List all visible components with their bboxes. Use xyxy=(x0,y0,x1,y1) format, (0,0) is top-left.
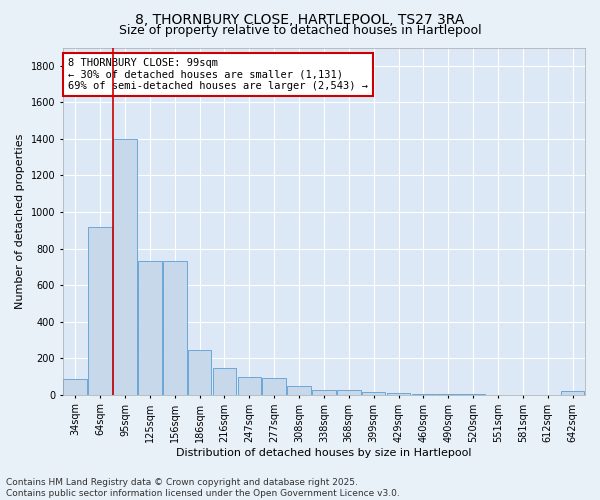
Bar xyxy=(287,386,311,395)
Bar xyxy=(461,394,485,395)
Text: Contains HM Land Registry data © Crown copyright and database right 2025.
Contai: Contains HM Land Registry data © Crown c… xyxy=(6,478,400,498)
Bar xyxy=(412,394,435,395)
Bar xyxy=(436,394,460,395)
Bar xyxy=(88,226,112,395)
Text: 8, THORNBURY CLOSE, HARTLEPOOL, TS27 3RA: 8, THORNBURY CLOSE, HARTLEPOOL, TS27 3RA xyxy=(136,12,464,26)
Bar xyxy=(362,392,385,395)
Text: 8 THORNBURY CLOSE: 99sqm
← 30% of detached houses are smaller (1,131)
69% of sem: 8 THORNBURY CLOSE: 99sqm ← 30% of detach… xyxy=(68,58,368,91)
Bar xyxy=(386,393,410,395)
Text: Size of property relative to detached houses in Hartlepool: Size of property relative to detached ho… xyxy=(119,24,481,37)
Bar xyxy=(64,380,87,395)
Bar xyxy=(238,378,261,395)
Bar xyxy=(262,378,286,395)
Y-axis label: Number of detached properties: Number of detached properties xyxy=(15,134,25,309)
Bar xyxy=(337,390,361,395)
Bar xyxy=(138,262,161,395)
Bar xyxy=(561,391,584,395)
Bar xyxy=(212,368,236,395)
Bar xyxy=(188,350,211,395)
Bar xyxy=(163,262,187,395)
Bar xyxy=(113,139,137,395)
Bar xyxy=(312,390,336,395)
X-axis label: Distribution of detached houses by size in Hartlepool: Distribution of detached houses by size … xyxy=(176,448,472,458)
